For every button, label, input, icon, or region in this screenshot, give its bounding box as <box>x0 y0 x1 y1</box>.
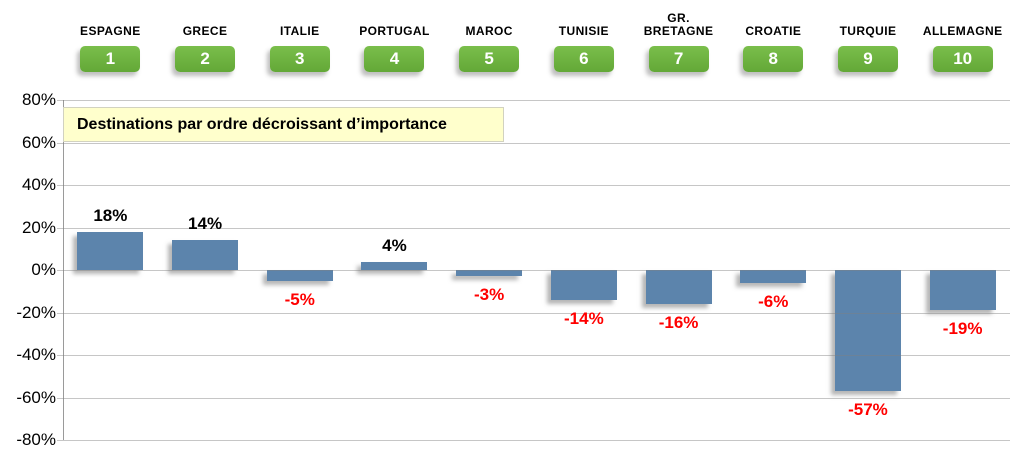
gridline <box>57 185 1010 186</box>
category-column: ESPAGNE 1 <box>63 0 158 92</box>
value-label: -5% <box>284 289 315 309</box>
rank-badge: 1 <box>80 46 141 72</box>
rank-badge: 8 <box>743 46 804 72</box>
y-tick-label: 40% <box>21 175 56 194</box>
category-label: ITALIE <box>280 24 320 38</box>
bar <box>740 270 807 283</box>
value-label: -14% <box>564 308 604 328</box>
rank-badge: 2 <box>175 46 236 72</box>
bar <box>266 270 333 281</box>
bar <box>456 270 523 277</box>
value-label: 14% <box>188 214 223 234</box>
category-column: GR. BRETAGNE 7 <box>631 0 726 92</box>
value-label: -19% <box>942 319 983 339</box>
category-label: CROATIE <box>745 24 802 38</box>
y-tick-label: 60% <box>21 132 56 152</box>
y-tick-label: -40% <box>16 345 56 364</box>
destination-header: ESPAGNE 1 GRECE 2 ITALIE 3 PORTUGAL 4 MAROC 5 TUNI… <box>63 0 1010 92</box>
value-label: -57% <box>848 400 888 420</box>
value-label: -6% <box>758 291 789 311</box>
y-axis-line <box>63 100 64 440</box>
category-column: TUNISIE 6 <box>537 0 632 92</box>
category-label: TUNISIE <box>558 24 609 38</box>
y-tick-label: 20% <box>21 217 56 237</box>
gridline <box>57 440 1010 441</box>
gridline <box>57 100 1010 101</box>
rank-badge: 4 <box>364 46 425 72</box>
chart-title: Destinations par ordre décroissant d’imp… <box>77 115 447 133</box>
value-label: -16% <box>658 313 699 332</box>
gridline <box>57 270 1010 271</box>
category-column: PORTUGAL 4 <box>347 0 442 92</box>
rank-badge: 10 <box>932 46 993 72</box>
bar <box>645 270 712 304</box>
y-axis: 80% 60% 40% 20% 0% -20% -40% -60% -80% <box>0 90 56 449</box>
category-label: ALLEMAGNE <box>922 24 1003 38</box>
value-label: -3% <box>474 285 505 305</box>
gridline <box>57 355 1010 356</box>
category-label: GR. BRETAGNE <box>643 11 714 38</box>
y-tick-label: 80% <box>21 90 56 109</box>
rank-badge: 5 <box>459 46 520 72</box>
category-column: CROATIE 8 <box>726 0 821 92</box>
bar <box>550 270 617 300</box>
category-label: ESPAGNE <box>80 24 141 38</box>
y-tick-label: -20% <box>16 302 56 322</box>
bar <box>929 270 996 311</box>
category-column: TURQUIE 9 <box>821 0 916 92</box>
plot-area: Destinations par ordre décroissant d’imp… <box>57 100 1010 441</box>
value-label: 4% <box>382 235 407 255</box>
gridline <box>57 397 1010 399</box>
y-tick-label: 0% <box>31 260 56 279</box>
category-column: GRECE 2 <box>158 0 253 92</box>
category-column: ITALIE 3 <box>252 0 347 92</box>
chart-title-box: Destinations par ordre décroissant d’imp… <box>63 107 504 142</box>
value-label: 18% <box>93 205 128 225</box>
gridline <box>57 142 1010 144</box>
rank-badge: 7 <box>648 46 709 72</box>
bar <box>172 240 239 270</box>
rank-badge: 6 <box>553 46 614 72</box>
y-tick-label: -80% <box>16 430 56 449</box>
category-label: PORTUGAL <box>359 24 430 38</box>
bar <box>77 231 144 270</box>
category-label: GRECE <box>182 24 228 38</box>
category-label: TURQUIE <box>839 24 897 38</box>
category-column: ALLEMAGNE 10 <box>915 0 1010 92</box>
bar <box>361 261 428 270</box>
bar <box>834 270 901 392</box>
category-column: MAROC 5 <box>442 0 537 92</box>
rank-badge: 9 <box>837 46 898 72</box>
rank-badge: 3 <box>269 46 330 72</box>
y-tick-label: -60% <box>16 387 56 407</box>
gridline <box>57 312 1010 314</box>
gridline <box>57 227 1010 229</box>
category-label: MAROC <box>465 24 513 38</box>
